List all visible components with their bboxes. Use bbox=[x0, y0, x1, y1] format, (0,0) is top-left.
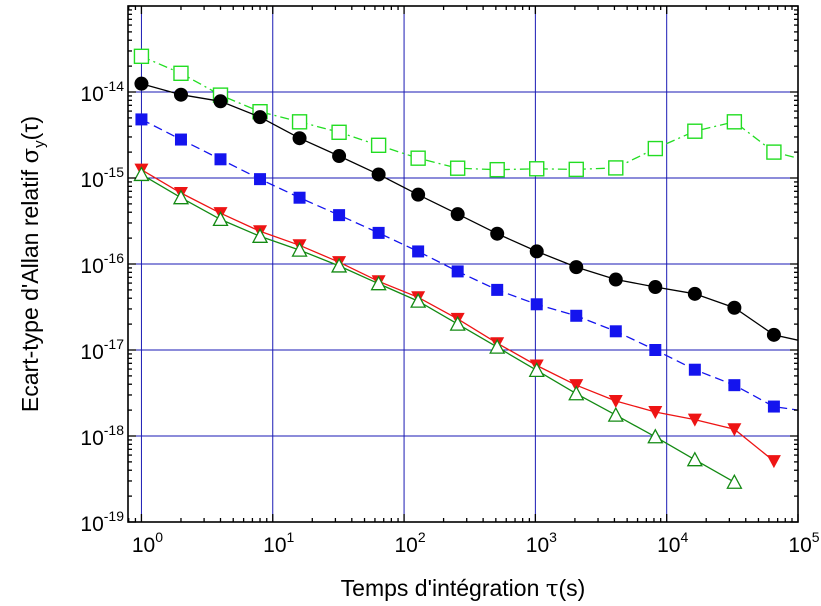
series-1-point-14 bbox=[687, 286, 702, 301]
series-0-point-14 bbox=[687, 123, 703, 139]
grid-lines bbox=[128, 6, 798, 522]
series-2-point-0 bbox=[135, 113, 148, 126]
series-4-point-7 bbox=[410, 292, 427, 308]
series-1-point-10 bbox=[529, 244, 544, 259]
series-2-point-1 bbox=[174, 133, 187, 146]
series-4-point-6 bbox=[370, 275, 387, 291]
series-2-point-2 bbox=[214, 153, 227, 166]
series-2-point-15 bbox=[728, 379, 741, 392]
y-tick-label-3: 10-17 bbox=[80, 336, 124, 364]
series-1-point-9 bbox=[490, 226, 505, 241]
series-1-point-2 bbox=[213, 94, 228, 109]
series-0-point-16 bbox=[766, 144, 782, 160]
data-series bbox=[133, 48, 798, 489]
series-1-point-16 bbox=[766, 327, 781, 342]
series-1-point-0 bbox=[134, 76, 149, 91]
series-2-point-16 bbox=[767, 400, 780, 413]
tick-labels: 100 101 102 103 104 105 10-14 10-15 10-16 10-17 10… bbox=[80, 78, 819, 557]
series-0-point-15 bbox=[726, 114, 743, 130]
series-4-point-15 bbox=[726, 473, 743, 489]
series-3-point-14 bbox=[687, 413, 702, 427]
y-axis-label: Ecart-type d'Allan relatif σy(τ) bbox=[17, 116, 48, 412]
series-2-point-12 bbox=[609, 325, 622, 338]
x-axis-label: Temps d'intégration τ(s) bbox=[341, 575, 586, 602]
series-2-point-4 bbox=[293, 191, 306, 204]
series-0-point-4 bbox=[291, 114, 308, 130]
series-1-point-1 bbox=[173, 87, 188, 102]
series-1-point-8 bbox=[450, 207, 465, 222]
series-1-point-13 bbox=[648, 280, 663, 295]
series-0-point-1 bbox=[173, 65, 189, 81]
series-2-point-11 bbox=[570, 309, 583, 322]
y-tick-label-2: 10-16 bbox=[80, 250, 124, 278]
series-2-point-5 bbox=[333, 209, 346, 222]
x-tick-label-0: 100 bbox=[132, 529, 163, 557]
series-4-point-1 bbox=[172, 189, 190, 205]
series-4-point-13 bbox=[647, 428, 664, 444]
series-4-line bbox=[141, 173, 735, 483]
y-tick-label-1: 10-15 bbox=[80, 164, 124, 192]
y-tick-label-5: 10-19 bbox=[80, 508, 124, 536]
series-4-point-8 bbox=[449, 315, 466, 331]
x-tick-label-2: 102 bbox=[394, 529, 425, 557]
series-2-point-13 bbox=[649, 344, 662, 356]
x-tick-label-3: 103 bbox=[526, 529, 557, 557]
series-2-line bbox=[141, 118, 798, 411]
series-2-point-10 bbox=[530, 298, 543, 311]
series-2 bbox=[135, 113, 798, 413]
series-4-point-4 bbox=[291, 241, 308, 257]
series-2-point-3 bbox=[254, 173, 267, 186]
series-2-point-8 bbox=[451, 265, 464, 278]
series-0-point-12 bbox=[608, 160, 624, 176]
series-4-point-11 bbox=[568, 385, 585, 401]
series-0-point-13 bbox=[647, 140, 664, 157]
series-3-point-12 bbox=[608, 395, 623, 409]
series-1-point-3 bbox=[253, 110, 268, 125]
series-2-point-9 bbox=[491, 283, 504, 296]
series-3-point-13 bbox=[648, 406, 663, 420]
x-tick-label-4: 104 bbox=[657, 529, 688, 557]
series-1-point-5 bbox=[332, 149, 347, 164]
series-1-point-11 bbox=[569, 260, 584, 275]
y-tick-label-0: 10-14 bbox=[80, 78, 124, 106]
series-1-point-12 bbox=[608, 272, 623, 287]
series-4-point-14 bbox=[686, 451, 703, 467]
series-4 bbox=[133, 166, 743, 489]
series-0-point-11 bbox=[568, 161, 584, 178]
series-4-point-9 bbox=[489, 338, 506, 354]
y-tick-label-4: 10-18 bbox=[80, 422, 124, 450]
series-1-point-4 bbox=[292, 131, 307, 146]
series-4-point-12 bbox=[607, 406, 624, 422]
series-0-point-8 bbox=[449, 160, 466, 176]
series-0-point-10 bbox=[529, 161, 545, 177]
series-1 bbox=[134, 76, 798, 342]
series-0-point-5 bbox=[331, 124, 347, 140]
series-4-point-0 bbox=[133, 166, 150, 182]
x-tick-label-5: 105 bbox=[788, 529, 819, 557]
series-0-point-6 bbox=[370, 137, 387, 154]
series-4-point-2 bbox=[212, 211, 229, 227]
axis-ticks bbox=[128, 5, 799, 523]
series-2-point-6 bbox=[372, 226, 385, 239]
series-0-point-0 bbox=[133, 48, 150, 65]
series-4-point-10 bbox=[528, 361, 545, 377]
series-0 bbox=[133, 48, 798, 178]
series-2-point-14 bbox=[688, 363, 701, 376]
series-4-point-5 bbox=[330, 257, 348, 273]
series-1-point-6 bbox=[371, 167, 386, 182]
series-4-point-3 bbox=[251, 227, 269, 243]
series-0-point-7 bbox=[410, 150, 426, 166]
series-2-point-7 bbox=[412, 245, 425, 258]
series-3-point-15 bbox=[727, 423, 742, 437]
series-0-point-9 bbox=[489, 161, 505, 178]
series-0-line bbox=[141, 55, 798, 171]
series-1-point-15 bbox=[727, 300, 742, 315]
x-tick-label-1: 101 bbox=[263, 529, 294, 557]
series-1-point-7 bbox=[411, 187, 426, 202]
series-3-point-16 bbox=[766, 455, 781, 469]
